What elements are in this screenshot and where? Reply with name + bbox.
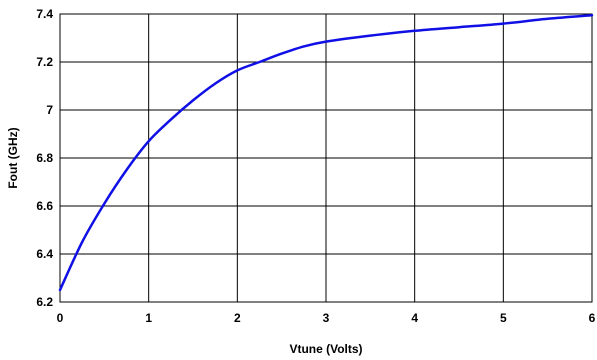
y-tick-label: 6.2 bbox=[36, 295, 53, 309]
y-tick-label: 6.4 bbox=[36, 247, 53, 261]
x-tick-label: 3 bbox=[323, 311, 330, 325]
x-tick-label: 4 bbox=[411, 311, 418, 325]
x-axis-title: Vtune (Volts) bbox=[289, 342, 362, 356]
series-line bbox=[58, 13, 594, 292]
y-axis-title: Fout (GHz) bbox=[6, 127, 20, 188]
x-tick-label: 2 bbox=[234, 311, 241, 325]
y-tick-label: 6.6 bbox=[36, 199, 53, 213]
y-tick-label: 7.2 bbox=[36, 55, 53, 69]
gridlines bbox=[60, 14, 592, 302]
x-tick-label: 6 bbox=[589, 311, 596, 325]
series-group bbox=[58, 13, 594, 292]
x-tick-label: 0 bbox=[57, 311, 64, 325]
y-tick-label: 7.4 bbox=[36, 7, 53, 21]
y-tick-label: 7 bbox=[46, 103, 53, 117]
x-tick-label: 1 bbox=[145, 311, 152, 325]
y-tick-labels: 6.2 6.4 6.6 6.8 7 7.2 7.4 bbox=[36, 7, 53, 309]
y-tick-label: 6.8 bbox=[36, 151, 53, 165]
x-tick-labels: 0 1 2 3 4 5 6 bbox=[57, 311, 596, 325]
x-tick-label: 5 bbox=[500, 311, 507, 325]
